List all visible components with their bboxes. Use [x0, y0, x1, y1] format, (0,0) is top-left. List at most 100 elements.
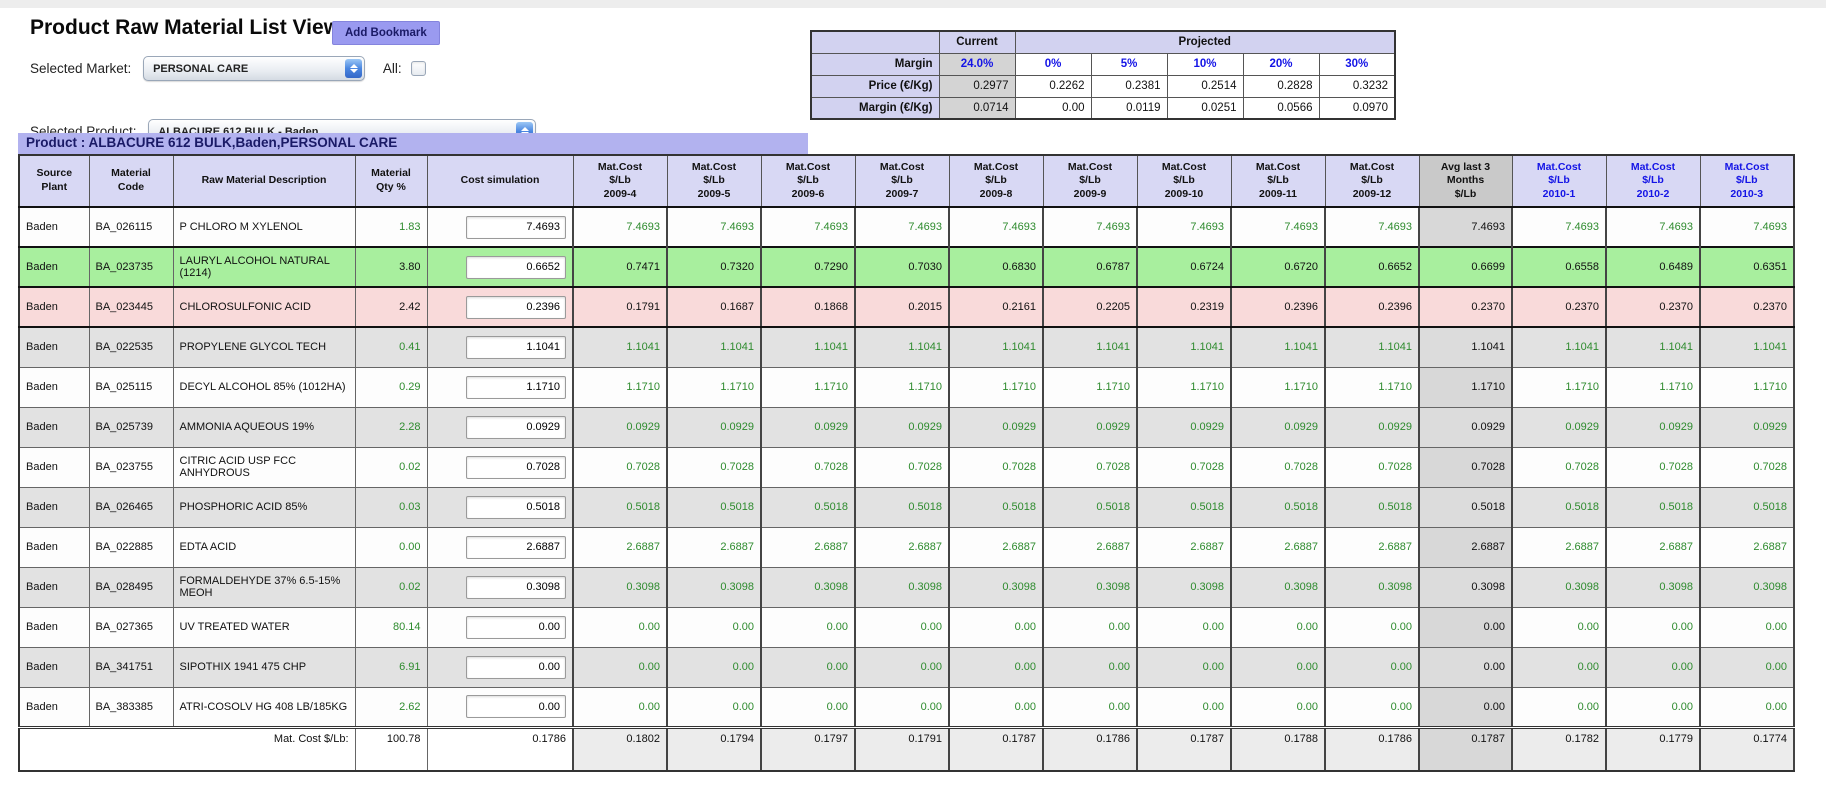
all-checkbox[interactable] — [411, 61, 427, 76]
cell-mat-cost-month: 0.00 — [854, 646, 950, 688]
col-header-material-code: Material Code — [88, 154, 174, 208]
cost-simulation-input[interactable] — [466, 695, 566, 718]
cost-simulation-input[interactable] — [466, 335, 566, 359]
cell-description: PROPYLENE GLYCOL TECH — [172, 326, 356, 368]
cell-mat-cost-month: 0.6724 — [1136, 246, 1232, 288]
cell-mat-cost-month: 0.0929 — [1042, 406, 1138, 448]
col-header-cost-simulation: Cost simulation — [426, 154, 574, 208]
price-projected-value: 0.3232 — [1318, 74, 1396, 98]
cell-mat-cost-month: 1.1041 — [1230, 326, 1326, 368]
cell-mat-cost-month: 0.7028 — [948, 446, 1044, 488]
cell-mat-cost-month: 0.00 — [1605, 606, 1701, 648]
cell-avg-last-3-months: 0.7028 — [1418, 446, 1513, 488]
cell-mat-cost-month: 0.5018 — [1605, 486, 1701, 528]
totals-row: Mat. Cost $/Lb: 100.78 0.1786 0.1802 0.1794 0… — [19, 725, 1795, 772]
cell-mat-cost-month: 0.00 — [572, 646, 668, 688]
cell-source-plant: Baden — [18, 686, 90, 728]
cell-description: ATRI-COSOLV HG 408 LB/185KG — [172, 686, 356, 728]
cell-mat-cost-month: 1.1041 — [666, 326, 762, 368]
cell-cost-simulation — [426, 326, 574, 368]
cell-mat-cost-month: 0.1791 — [572, 286, 668, 328]
cell-avg-last-3-months: 0.00 — [1418, 606, 1513, 648]
cell-mat-cost-month: 0.00 — [1511, 606, 1607, 648]
select-stepper-icon — [345, 59, 363, 78]
cell-material-qty: 0.41 — [354, 326, 428, 368]
cell-avg-last-3-months: 0.6699 — [1418, 246, 1513, 288]
cell-mat-cost-month: 7.4693 — [1136, 206, 1232, 248]
cell-mat-cost-month: 0.00 — [854, 686, 950, 728]
cell-mat-cost-month: 0.00 — [760, 686, 856, 728]
cell-mat-cost-month: 1.1710 — [1324, 366, 1420, 408]
cell-description: P CHLORO M XYLENOL — [172, 206, 356, 248]
totals-label: Mat. Cost $/Lb: — [19, 725, 356, 771]
cell-avg-last-3-months: 1.1041 — [1418, 326, 1513, 368]
cost-simulation-input[interactable] — [466, 655, 566, 679]
cell-mat-cost-month: 2.6887 — [1230, 526, 1326, 568]
cell-mat-cost-month: 0.3098 — [1324, 566, 1420, 608]
cost-simulation-input[interactable] — [466, 575, 566, 599]
cell-material-code: BA_023735 — [88, 246, 174, 288]
cost-simulation-input[interactable] — [466, 535, 566, 559]
cost-simulation-input[interactable] — [466, 495, 566, 519]
cell-mat-cost-month: 0.3098 — [1605, 566, 1701, 608]
cell-description: SIPOTHIX 1941 475 CHP — [172, 646, 356, 688]
cell-cost-simulation — [426, 286, 574, 328]
cell-mat-cost-month: 0.00 — [1230, 646, 1326, 688]
cost-simulation-input[interactable] — [466, 455, 566, 479]
price-row: Price (€/Kg) 0.2977 0.2262 0.2381 0.2514… — [810, 74, 1396, 98]
col-header-mat-cost-2010-3: Mat.Cost $/Lb 2010-3 — [1699, 154, 1795, 208]
cell-material-qty: 0.03 — [354, 486, 428, 528]
add-bookmark-button[interactable]: Add Bookmark — [332, 21, 440, 45]
margin-kg-projected-value: 0.0566 — [1242, 96, 1320, 120]
cell-mat-cost-month: 0.6558 — [1511, 246, 1607, 288]
cell-source-plant: Baden — [18, 366, 90, 408]
cost-simulation-input[interactable] — [466, 295, 566, 319]
cell-mat-cost-month: 1.1710 — [1511, 366, 1607, 408]
margin-kg-projected-value: 0.0251 — [1166, 96, 1244, 120]
cell-mat-cost-month: 0.7471 — [572, 246, 668, 288]
cell-mat-cost-month: 0.2205 — [1042, 286, 1138, 328]
cell-mat-cost-month: 0.5018 — [572, 486, 668, 528]
material-row: Baden BA_022885 EDTA ACID 0.00 2.6887 2.6887 2… — [18, 526, 1795, 568]
cell-material-code: BA_383385 — [88, 686, 174, 728]
cell-avg-last-3-months: 0.00 — [1418, 646, 1513, 688]
cell-mat-cost-month: 1.1041 — [1324, 326, 1420, 368]
cell-mat-cost-month: 0.7028 — [1042, 446, 1138, 488]
cell-mat-cost-month: 0.6787 — [1042, 246, 1138, 288]
cell-mat-cost-month: 0.6652 — [1324, 246, 1420, 288]
market-field-row: Selected Market: PERSONAL CARE All: — [30, 56, 427, 81]
raw-material-table-wrap: Source Plant Material Code Raw Material Desc… — [18, 154, 1795, 772]
cell-mat-cost-month: 7.4693 — [1230, 206, 1326, 248]
cell-mat-cost-month: 0.6489 — [1605, 246, 1701, 288]
cell-mat-cost-month: 0.7028 — [760, 446, 856, 488]
cell-cost-simulation — [426, 406, 574, 448]
cell-mat-cost-month: 1.1710 — [1605, 366, 1701, 408]
cell-description: PHOSPHORIC ACID 85% — [172, 486, 356, 528]
cell-source-plant: Baden — [18, 606, 90, 648]
cell-mat-cost-month: 7.4693 — [572, 206, 668, 248]
cell-mat-cost-month: 0.0929 — [854, 406, 950, 448]
col-header-mat-cost-2010-1: Mat.Cost $/Lb 2010-1 — [1511, 154, 1607, 208]
totals-qty: 100.78 — [354, 725, 428, 771]
cell-mat-cost-month: 0.00 — [572, 606, 668, 648]
cell-mat-cost-month: 0.00 — [1605, 686, 1701, 728]
cell-mat-cost-month: 2.6887 — [1324, 526, 1420, 568]
col-header-mat-cost-2010-2: Mat.Cost $/Lb 2010-2 — [1605, 154, 1701, 208]
cell-cost-simulation — [426, 206, 574, 248]
cell-avg-last-3-months: 0.00 — [1418, 686, 1513, 728]
cell-mat-cost-month: 0.3098 — [1042, 566, 1138, 608]
cell-cost-simulation — [426, 686, 574, 728]
cost-simulation-input[interactable] — [466, 615, 566, 639]
cell-avg-last-3-months: 7.4693 — [1418, 206, 1513, 248]
margin-corner-cell — [810, 30, 940, 54]
cost-simulation-input[interactable] — [466, 215, 566, 239]
cost-simulation-input[interactable] — [466, 255, 566, 279]
cell-source-plant: Baden — [18, 286, 90, 328]
cell-mat-cost-month: 0.0929 — [1136, 406, 1232, 448]
cell-mat-cost-month: 0.7028 — [1230, 446, 1326, 488]
cost-simulation-input[interactable] — [466, 375, 566, 399]
cost-simulation-input[interactable] — [466, 415, 566, 439]
cell-mat-cost-month: 0.00 — [666, 606, 762, 648]
market-select[interactable]: PERSONAL CARE — [143, 56, 366, 81]
